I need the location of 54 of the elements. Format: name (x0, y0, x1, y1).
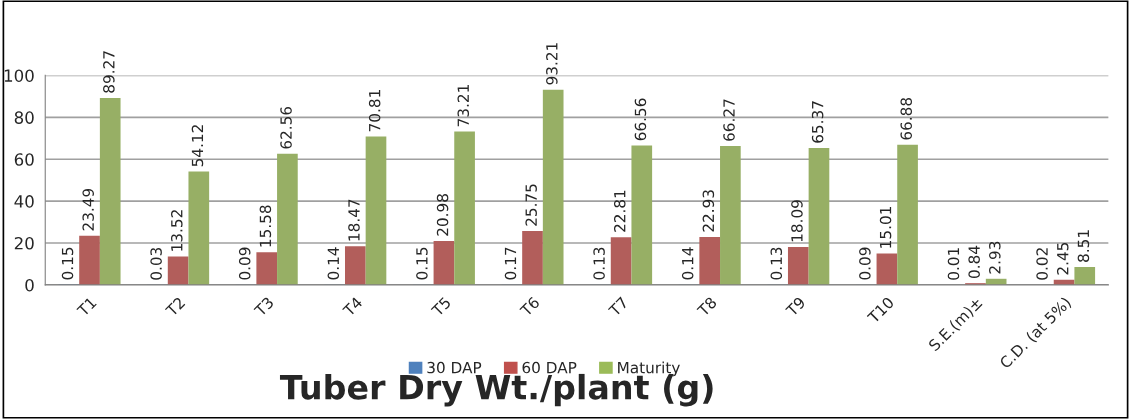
data-label: 0.14 (327, 247, 340, 280)
data-label: 0.17 (504, 247, 517, 280)
data-label: 0.01 (947, 248, 960, 280)
data-label: 0.13 (593, 247, 605, 280)
data-label: 8.51 (1077, 230, 1090, 262)
data-label: 22.81 (613, 190, 626, 232)
data-label: 93.21 (546, 43, 558, 85)
legend-label: 60 DAP (522, 361, 577, 374)
data-label: 0.84 (968, 245, 980, 278)
x-tick-label: T2 (164, 296, 186, 318)
data-label: 18.47 (348, 199, 360, 241)
data-label: 70.81 (368, 90, 381, 132)
data-label: 89.27 (103, 51, 115, 93)
data-label: 66.88 (900, 97, 912, 140)
data-label: 0.09 (238, 247, 251, 280)
y-tick-label: 100 (4, 69, 34, 82)
data-label: 13.52 (171, 210, 183, 251)
data-label: 0.02 (1036, 248, 1048, 280)
data-label: 2.93 (989, 241, 1001, 274)
data-label: 0.09 (859, 247, 871, 280)
x-tick-label: T10 (866, 296, 895, 325)
x-tick-label: T7 (607, 296, 629, 318)
data-label: 15.58 (259, 205, 272, 247)
x-tick-label: T6 (519, 296, 541, 318)
y-tick-label: 60 (14, 153, 34, 166)
legend-label: 30 DAP (427, 361, 482, 374)
x-tick-label: T1 (76, 296, 97, 318)
data-label: 54.12 (191, 125, 204, 167)
y-tick-label: 80 (14, 111, 34, 124)
data-label: 65.37 (811, 101, 824, 143)
data-label: 0.15 (61, 247, 74, 280)
x-tick-label: T3 (253, 296, 275, 318)
data-label: 23.49 (82, 188, 94, 231)
x-tick-label: T9 (784, 296, 806, 318)
data-label: 0.13 (770, 247, 783, 280)
data-label: 0.03 (150, 247, 162, 280)
data-label: 20.98 (436, 194, 449, 236)
x-tick-label: T5 (430, 296, 452, 318)
data-label: 0.15 (416, 247, 428, 280)
data-label: 62.56 (280, 106, 292, 149)
y-tick-label: 20 (14, 236, 34, 250)
x-tick-label: T4 (342, 296, 363, 318)
y-tick-label: 0 (25, 278, 34, 292)
data-label: 15.01 (879, 206, 892, 248)
data-label: 73.21 (457, 85, 470, 127)
data-label: 25.75 (525, 184, 537, 226)
data-label: 18.09 (791, 200, 803, 242)
data-label: 66.27 (723, 99, 735, 141)
data-label: 2.45 (1056, 242, 1069, 275)
data-label: 0.14 (681, 247, 694, 280)
data-label: 66.56 (634, 98, 647, 141)
data-label: 22.93 (702, 190, 715, 232)
x-tick-label: T8 (696, 296, 718, 318)
y-tick-label: 40 (14, 195, 34, 208)
